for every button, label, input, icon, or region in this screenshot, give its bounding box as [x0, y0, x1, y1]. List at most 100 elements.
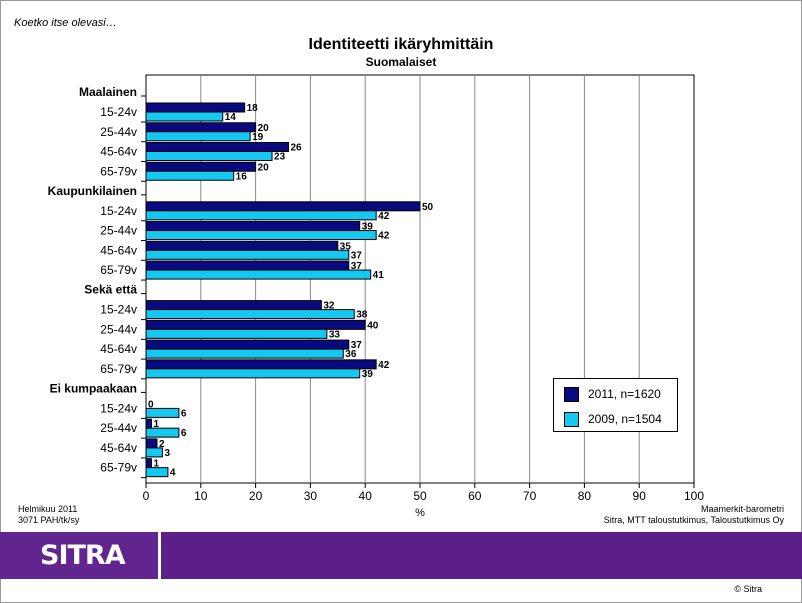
category-label: 65-79v — [100, 164, 137, 178]
category-label: 15-24v — [100, 401, 137, 415]
bar — [145, 418, 152, 429]
x-tick-label: 100 — [684, 489, 704, 503]
data-label: 18 — [247, 103, 259, 114]
bar — [145, 427, 180, 438]
bar — [145, 359, 377, 370]
bar — [145, 221, 361, 232]
category-label: 25-44v — [100, 322, 137, 336]
category-label: 45-64v — [100, 441, 137, 455]
data-label: 4 — [170, 468, 176, 479]
data-label: 33 — [329, 329, 341, 340]
category-label: 65-79v — [100, 461, 137, 475]
bar — [145, 407, 180, 418]
footer-left: Helmikuu 2011 3071 PAH/tk/sy — [18, 504, 79, 526]
bar — [145, 161, 257, 172]
logo-box: SITRA — [0, 532, 161, 579]
data-label: 3 — [164, 448, 170, 459]
data-label: 42 — [378, 360, 390, 371]
legend-swatch-2009 — [564, 412, 579, 427]
bar — [145, 339, 350, 350]
category-label: 65-79v — [100, 263, 137, 277]
data-label: 23 — [274, 152, 286, 163]
category-label: 65-79v — [100, 362, 137, 376]
x-tick-label: 40 — [359, 489, 373, 503]
group-label: Maalainen — [79, 85, 137, 99]
bar — [145, 319, 366, 330]
bar — [145, 269, 372, 280]
category-label: 15-24v — [100, 303, 137, 317]
data-label: 26 — [290, 143, 302, 154]
bar — [145, 309, 355, 320]
x-tick-label: 10 — [194, 489, 208, 503]
data-label: 0 — [148, 399, 154, 410]
chart-subtitle: Suomalaiset — [365, 55, 437, 69]
data-label: 19 — [252, 132, 264, 143]
bar — [145, 438, 158, 449]
data-label: 36 — [345, 349, 357, 360]
legend: 2011, n=1620 2009, n=1504 — [553, 378, 678, 432]
group-label: Kaupunkilainen — [48, 184, 137, 198]
x-tick-label: 50 — [413, 489, 427, 503]
data-label: 42 — [378, 231, 390, 242]
chart-title: Identiteetti ikäryhmittäin — [308, 36, 494, 53]
bar — [145, 300, 322, 311]
data-label: 38 — [356, 310, 368, 321]
category-label: 25-44v — [100, 125, 137, 139]
legend-label-2009: 2009, n=1504 — [588, 412, 662, 426]
bar — [145, 240, 339, 251]
category-label: 45-64v — [100, 243, 137, 257]
x-axis-label: % — [415, 507, 425, 519]
copyright: © Sitra — [734, 584, 762, 594]
question-note: Koetko itse olevasi… — [14, 17, 117, 29]
footer-right: Maamerkit-barometri Sitra, MTT taloustut… — [604, 504, 784, 526]
category-label: 25-44v — [100, 224, 137, 238]
bar — [145, 122, 257, 133]
x-tick-label: 30 — [304, 489, 318, 503]
x-tick-label: 60 — [468, 489, 482, 503]
data-label: 37 — [351, 340, 363, 351]
data-label: 6 — [181, 428, 187, 439]
x-tick-label: 0 — [143, 489, 150, 503]
bar — [145, 142, 289, 152]
data-label: 37 — [351, 261, 363, 272]
data-label: 16 — [236, 171, 248, 182]
sitra-logo: SITRA — [40, 540, 126, 571]
x-tick-label: 80 — [578, 489, 592, 503]
data-label: 50 — [422, 202, 434, 213]
bar — [145, 210, 377, 221]
group-label: Ei kumpaakaan — [50, 381, 137, 395]
bar — [145, 368, 361, 379]
legend-label-2011: 2011, n=1620 — [588, 387, 661, 401]
data-label: 14 — [225, 112, 237, 123]
group-label: Sekä että — [84, 283, 137, 297]
category-label: 15-24v — [100, 105, 137, 119]
category-label: 45-64v — [100, 145, 137, 159]
bar — [145, 467, 169, 478]
data-label: 2 — [159, 439, 165, 450]
data-label: 41 — [373, 270, 385, 281]
bar — [145, 458, 152, 469]
data-label: 39 — [362, 222, 374, 233]
data-label: 39 — [362, 369, 374, 380]
bar — [145, 151, 273, 161]
footer-producers: Sitra, MTT taloustutkimus, Taloustutkimu… — [603, 515, 784, 525]
category-label: 25-44v — [100, 421, 137, 435]
data-label: 40 — [367, 320, 379, 331]
category-label: 15-24v — [100, 204, 137, 218]
footer-code: 3071 PAH/tk/sy — [18, 515, 80, 525]
data-label: 32 — [323, 301, 335, 312]
bar — [145, 170, 235, 181]
data-label: 42 — [378, 211, 390, 222]
data-label: 20 — [258, 162, 270, 173]
data-label: 35 — [340, 241, 352, 252]
legend-swatch-2011 — [564, 387, 579, 402]
x-tick-label: 20 — [249, 489, 263, 503]
bar — [145, 260, 350, 271]
bar — [145, 447, 163, 458]
x-tick-label: 90 — [633, 489, 647, 503]
category-label: 45-64v — [100, 342, 137, 356]
bar — [145, 131, 251, 142]
data-label: 6 — [181, 408, 187, 419]
bar — [145, 348, 344, 359]
